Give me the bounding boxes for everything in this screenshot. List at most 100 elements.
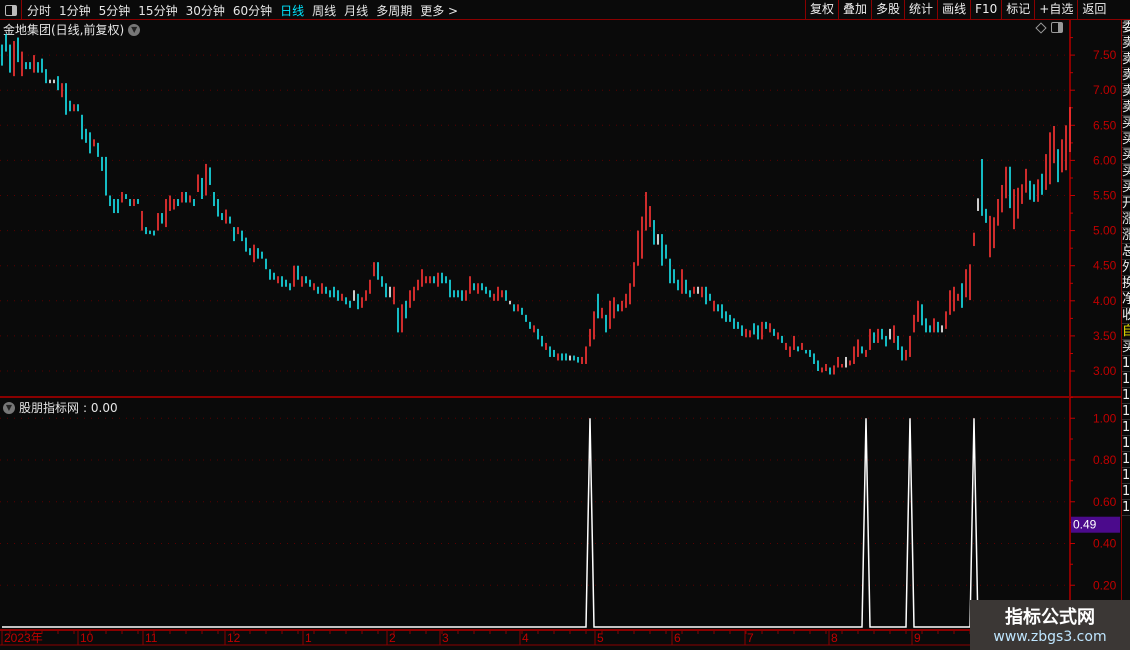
price-tick-label: 5.50 (1093, 189, 1117, 203)
price-tick-label: 5.00 (1093, 224, 1117, 238)
period-tab[interactable]: 1分钟 (59, 3, 91, 18)
time-axis-label: 12 (227, 631, 241, 645)
price-tick-label: 4.00 (1093, 294, 1117, 308)
period-tab[interactable]: 更多 > (420, 3, 459, 18)
indicator-tick-label: 0.80 (1093, 453, 1117, 467)
indicator-value: : 0.00 (83, 400, 118, 415)
side-panel-row: 1 (1122, 436, 1130, 452)
side-panel-row: 买 (1122, 180, 1130, 196)
price-tick-label: 6.00 (1093, 153, 1117, 167)
side-panel-row: 委 (1122, 20, 1130, 36)
side-panel-row: 1 (1122, 388, 1130, 404)
toolbar-button[interactable]: 返回 (1077, 0, 1110, 20)
layout-toggle-button[interactable] (0, 0, 22, 20)
period-tab[interactable]: 周线 (312, 3, 337, 18)
time-axis-label: 8 (831, 631, 838, 645)
indicator-tick-label: 0.20 (1093, 578, 1117, 592)
period-tab[interactable]: 60分钟 (232, 3, 273, 18)
period-tab[interactable]: 30分钟 (185, 3, 225, 18)
indicator-name: 股朋指标网 (19, 401, 80, 415)
side-panel-row: 1 (1122, 372, 1130, 388)
price-tick-label: 6.50 (1093, 118, 1117, 132)
side-panel-row: 卖 (1122, 36, 1130, 52)
price-tick-label: 4.50 (1093, 259, 1117, 273)
time-axis-label: 3 (442, 631, 449, 645)
side-panel-row: 1 (1122, 404, 1130, 420)
side-panel-row: 涨 (1122, 212, 1130, 228)
period-tab[interactable]: 日线 (280, 3, 305, 18)
side-panel-row: 涨 (1122, 228, 1130, 244)
time-axis-label: 5 (597, 631, 604, 645)
toolbar-button[interactable]: 统计 (904, 0, 937, 20)
side-panel-row: 开 (1122, 196, 1130, 212)
toolbar-button[interactable]: 标记 (1001, 0, 1034, 20)
toolbar-button[interactable]: 叠加 (838, 0, 871, 20)
indicator-tick-label: 1.00 (1093, 411, 1117, 425)
indicator-line (2, 418, 1070, 628)
side-panel-row: 买 (1122, 132, 1130, 148)
price-tick-label: 7.00 (1093, 83, 1117, 97)
side-panel-row: 卖 (1122, 68, 1130, 84)
toolbar-button[interactable]: +自选 (1034, 0, 1077, 20)
side-panel-row: 总 (1122, 244, 1130, 260)
quote-side-panel: 委卖卖卖卖卖买买买买买开涨涨总外换净收自买1111111111 (1121, 20, 1130, 600)
time-axis-label: 9 (914, 631, 921, 645)
time-axis-label: 2023年 (4, 631, 43, 645)
time-axis-label: 10 (80, 631, 94, 645)
time-axis-label: 7 (747, 631, 754, 645)
period-tab[interactable]: 分时 (27, 3, 52, 18)
panel-layout-icon[interactable] (1051, 22, 1063, 33)
cursor-value-box (1071, 516, 1120, 533)
stock-title: 金地集团(日线,前复权) (3, 23, 125, 37)
period-tab[interactable]: 5分钟 (98, 3, 131, 18)
watermark-url: www.zbgs3.com (993, 629, 1107, 645)
side-panel-row: 换 (1122, 276, 1130, 292)
panel-layout-icon (4, 4, 17, 16)
side-panel-row: 卖 (1122, 84, 1130, 100)
side-panel-row: 卖 (1122, 52, 1130, 68)
side-panel-row: 收 (1122, 308, 1130, 324)
toolbar-right-buttons: 复权 叠加 多股 统计 画线 F10 标记 +自选 返回 (805, 0, 1110, 20)
side-panel-row: 1 (1122, 468, 1130, 484)
side-panel-row: 净 (1122, 292, 1130, 308)
period-tabs: 分时 1分钟 5分钟 15分钟 30分钟 60分钟 日线 周线 月线 多周期 更多 > (27, 0, 458, 20)
toolbar-button[interactable]: 多股 (871, 0, 904, 20)
time-axis-label: 4 (522, 631, 529, 645)
chevron-down-icon[interactable]: ▼ (3, 401, 15, 414)
toolbar-button[interactable]: F10 (970, 0, 1001, 20)
period-tab[interactable]: 多周期 (376, 3, 413, 18)
price-tick-label: 3.50 (1093, 329, 1117, 343)
side-panel-row: 1 (1122, 452, 1130, 468)
time-axis-label: 2 (389, 631, 396, 645)
indicator-tick-label: 0.60 (1093, 495, 1117, 509)
side-panel-row: 1 (1122, 484, 1130, 500)
side-panel-row: 买 (1122, 116, 1130, 132)
period-tab[interactable]: 15分钟 (138, 3, 178, 18)
side-panel-row: 买 (1122, 164, 1130, 180)
price-tick-label: 7.50 (1093, 48, 1117, 62)
side-panel-row: 自 (1122, 324, 1130, 340)
side-panel-row: 卖 (1122, 100, 1130, 116)
price-tick-label: 3.00 (1093, 364, 1117, 378)
side-panel-row: 1 (1122, 420, 1130, 436)
side-panel-row: 买 (1122, 340, 1130, 356)
top-toolbar: 分时 1分钟 5分钟 15分钟 30分钟 60分钟 日线 周线 月线 多周期 更多 > 复权 叠加 多股… (0, 0, 1130, 20)
indicator-tick-label: 0.40 (1093, 537, 1117, 551)
period-tab[interactable]: 月线 (344, 3, 369, 18)
side-panel-row: 外 (1122, 260, 1130, 276)
time-axis-label: 6 (674, 631, 681, 645)
time-axis-label: 11 (145, 631, 158, 645)
side-panel-row: 1 (1122, 500, 1130, 516)
indicator-title: ▼ 股朋指标网 : 0.00 (3, 399, 118, 416)
side-panel-row: 买 (1122, 148, 1130, 164)
side-panel-row: 1 (1122, 356, 1130, 372)
chevron-down-icon[interactable]: ▼ (128, 23, 141, 36)
watermark-title: 指标公式网 (1005, 607, 1095, 628)
chart-title: 金地集团(日线,前复权) ▼ (3, 21, 141, 38)
toolbar-button[interactable]: 复权 (805, 0, 838, 20)
watermark: 指标公式网 www.zbgs3.com (970, 600, 1130, 650)
toolbar-button[interactable]: 画线 (937, 0, 970, 20)
cursor-value-label: 0.49 (1073, 518, 1097, 532)
time-axis-label: 1 (305, 631, 312, 645)
